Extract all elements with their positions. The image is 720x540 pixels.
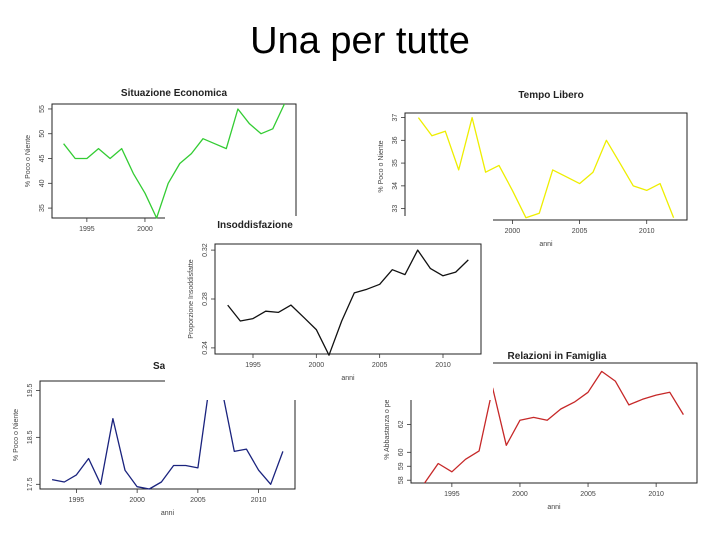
- y-tick-label: 37: [392, 114, 399, 122]
- y-tick-label: 19.5: [27, 383, 34, 397]
- series-line: [227, 249, 469, 356]
- y-tick-label: 0.28: [202, 292, 209, 306]
- y-tick-label: 45: [39, 155, 46, 163]
- x-tick-label: 2005: [572, 228, 588, 235]
- x-tick-label: 1995: [444, 491, 460, 498]
- chart-insoddisfazione: Insoddisfazione 1995 2000 2005 2010 0.24 0.28 0…: [165, 216, 493, 400]
- y-tick-label: 18.5: [27, 430, 34, 444]
- x-axis-label: anni: [161, 510, 175, 517]
- series-line: [417, 116, 675, 219]
- y-axis-label: % Poco o Niente: [13, 409, 20, 461]
- x-tick-label: 2000: [512, 491, 528, 498]
- x-axis-label: anni: [341, 375, 355, 382]
- slide-title: Una per tutte: [250, 20, 470, 62]
- y-tick-label: 17.5: [27, 477, 34, 491]
- chart-title: Insoddisfazione: [217, 220, 293, 231]
- series-line: [63, 103, 285, 219]
- y-tick-label: 58: [398, 476, 405, 484]
- y-tick-label: 34: [392, 182, 399, 190]
- chart-title: Tempo Libero: [518, 90, 583, 101]
- x-tick-label: 2005: [190, 497, 206, 504]
- y-tick-label: 36: [392, 136, 399, 144]
- y-tick-label: 0.32: [202, 243, 209, 257]
- x-tick-label: 2010: [639, 228, 655, 235]
- plot-frame: [410, 362, 698, 484]
- y-axis-label: % Poco o Niente: [378, 140, 385, 192]
- x-tick-label: 2000: [505, 228, 521, 235]
- chart-svg-inso: Insoddisfazione 1995 2000 2005 2010 0.24 0.28 0…: [188, 220, 482, 382]
- x-tick-label: 2010: [251, 497, 267, 504]
- x-tick-label: 2000: [129, 497, 145, 504]
- x-tick-label: 2010: [435, 362, 451, 369]
- series-line: [51, 380, 284, 490]
- y-axis-label: % Abbastanza o peggio: [384, 386, 391, 460]
- plot-frame: [404, 112, 688, 221]
- x-tick-label: 2000: [137, 226, 153, 233]
- y-tick-label: 35: [39, 204, 46, 212]
- y-tick-label: 59: [398, 462, 405, 470]
- plot-frame: [51, 103, 297, 219]
- x-axis-label: anni: [547, 504, 561, 511]
- y-tick-label: 40: [39, 179, 46, 187]
- y-tick-label: 55: [39, 105, 46, 113]
- chart-title: Relazioni in Famiglia: [508, 351, 607, 362]
- x-tick-label: 2000: [309, 362, 325, 369]
- x-tick-label: 2010: [648, 491, 664, 498]
- y-tick-label: 50: [39, 130, 46, 138]
- x-tick-label: 1995: [79, 226, 95, 233]
- y-tick-label: 60: [398, 448, 405, 456]
- x-tick-label: 2005: [580, 491, 596, 498]
- chart-title: Situazione Economica: [121, 88, 228, 99]
- y-axis-label: % Poco o Niente: [25, 135, 32, 187]
- y-tick-label: 0.24: [202, 341, 209, 355]
- y-tick-label: 33: [392, 205, 399, 213]
- series-line: [424, 370, 684, 484]
- plot-frame: [214, 243, 482, 355]
- chart-situazione-economica: Situazione Economica19952000200520103540…: [2, 80, 305, 245]
- y-tick-label: 35: [392, 159, 399, 167]
- x-axis-label: anni: [539, 241, 553, 248]
- y-tick-label: 62: [398, 420, 405, 428]
- x-tick-label: 1995: [69, 497, 85, 504]
- y-axis-label: Proporzione Insoddisfatte: [188, 259, 195, 338]
- x-tick-label: 1995: [245, 362, 261, 369]
- x-tick-label: 2005: [372, 362, 388, 369]
